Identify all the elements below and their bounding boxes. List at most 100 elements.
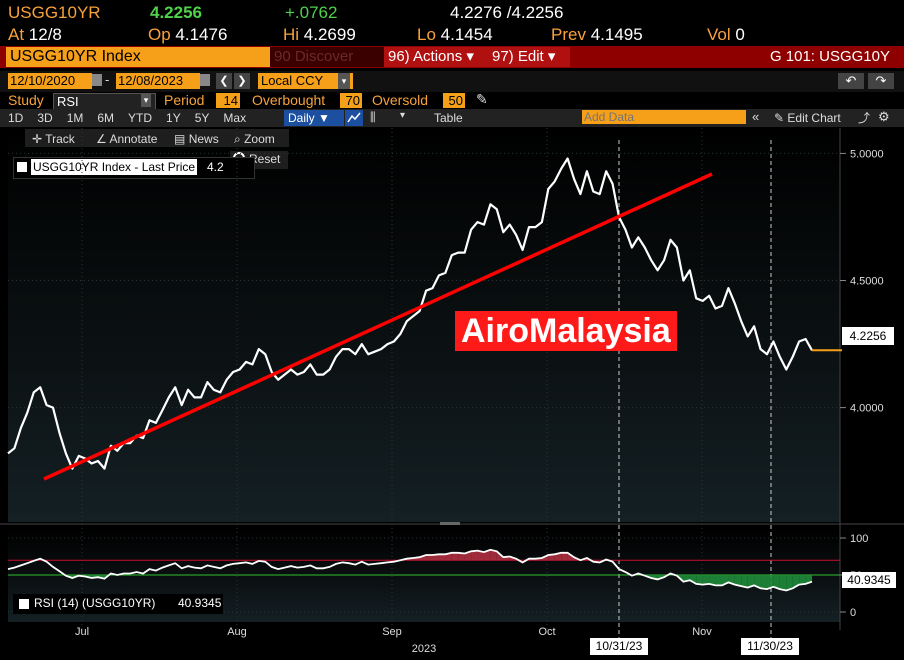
- price-legend[interactable]: USGG10YR Index - Last Price 4.2: [13, 157, 255, 179]
- marker-date-label: 10/31/23: [590, 638, 648, 655]
- edit-chart-label: Edit Chart: [787, 111, 841, 125]
- price-series-line: [7, 157, 813, 470]
- legend-series-name: USGG10YR Index - Last Price: [31, 159, 198, 175]
- panel-resize-handle[interactable]: [440, 522, 460, 525]
- volume-value: 0: [735, 25, 745, 44]
- redo-icon[interactable]: ↷: [868, 73, 894, 89]
- x-tick-label: Sep: [382, 626, 402, 638]
- rsi-oversold-fill: [734, 575, 742, 587]
- rsi-oversold-fill: [786, 575, 793, 591]
- currency-select[interactable]: Local CCY: [258, 73, 353, 89]
- frequency-select[interactable]: Daily ▼: [284, 110, 344, 126]
- add-data-input[interactable]: [582, 110, 746, 124]
- start-date-input[interactable]: 12/10/2020: [8, 73, 92, 89]
- chevron-down-icon[interactable]: ▾: [338, 73, 350, 89]
- rsi-overbought-fill: [477, 550, 484, 561]
- edit-menu[interactable]: 97) Edit ▾: [488, 47, 570, 67]
- function-code: G 101: USGG10Y: [769, 48, 890, 65]
- zoom-button[interactable]: ⌕ Zoom: [234, 131, 275, 147]
- calendar-icon[interactable]: [200, 74, 210, 86]
- news-label: News: [188, 132, 219, 146]
- range-button-6m[interactable]: 6M: [97, 111, 115, 125]
- y-tick-label: 4.0000: [850, 403, 884, 415]
- rsi-legend-value: 40.9345: [178, 596, 222, 610]
- line-chart-icon[interactable]: [345, 110, 363, 126]
- edit-chart-button[interactable]: ✎ Edit Chart: [774, 110, 841, 126]
- overbought-label: Overbought: [252, 92, 326, 108]
- rsi-tick-label: 0: [850, 607, 856, 619]
- news-icon: ▤: [174, 132, 186, 146]
- export-icon[interactable]: ⤴: [858, 111, 871, 125]
- range-button-1y[interactable]: 1Y: [166, 111, 181, 125]
- high-field: Hi 4.2699: [283, 24, 356, 46]
- period-label: Period: [164, 92, 205, 108]
- watermark-banner: AiroMalaysia: [455, 311, 677, 351]
- rsi-tick-label: 100: [850, 533, 868, 545]
- at-time: At 12/8: [8, 24, 62, 46]
- rsi-oversold-fill: [760, 575, 767, 590]
- rsi-overbought-fill: [432, 554, 439, 561]
- security-field[interactable]: USGG10YR Index: [6, 47, 270, 67]
- pencil-icon: ∠: [96, 132, 107, 146]
- rsi-overbought-fill: [438, 554, 446, 561]
- range-button-max[interactable]: Max: [223, 111, 247, 125]
- y-tick-label: 5.0000: [850, 148, 884, 160]
- low-label: Lo: [417, 25, 436, 44]
- x-year-label: 2023: [412, 643, 436, 655]
- x-tick-label: Nov: [692, 626, 712, 638]
- discover-button[interactable]: 90 Discover: [270, 47, 384, 67]
- end-date-input[interactable]: 12/08/2023: [116, 73, 200, 89]
- low-field: Lo 4.1454: [417, 24, 493, 46]
- oversold-input[interactable]: 50: [443, 93, 465, 108]
- range-button-1m[interactable]: 1M: [66, 111, 84, 125]
- range-button-3d[interactable]: 3D: [37, 111, 53, 125]
- range-button-5y[interactable]: 5Y: [194, 111, 210, 125]
- reset-label: Reset: [249, 152, 281, 166]
- ticker-label: USGG10YR: [8, 3, 101, 22]
- actions-menu[interactable]: 96) Actions ▾: [384, 47, 488, 67]
- gear-icon[interactable]: ⚙: [878, 109, 890, 124]
- study-label: Study: [8, 92, 44, 108]
- rsi-oversold-fill: [754, 575, 761, 589]
- volume-field: Vol 0: [707, 24, 745, 46]
- range-button-ytd[interactable]: YTD: [128, 111, 153, 125]
- low-value: 4.1454: [440, 25, 493, 44]
- search-icon: ⌕: [234, 132, 241, 146]
- rsi-overbought-fill: [561, 552, 568, 561]
- rsi-overbought-fill: [426, 555, 433, 561]
- last-rsi-tag: 40.9345: [842, 572, 896, 588]
- open-label: Op: [148, 25, 171, 44]
- next-period-button[interactable]: ❯: [234, 73, 250, 89]
- range-button-1d[interactable]: 1D: [8, 111, 24, 125]
- pencil-icon[interactable]: ✎: [476, 91, 488, 107]
- legend-swatch: [19, 599, 29, 609]
- overbought-input[interactable]: 70: [340, 93, 362, 108]
- annotate-button[interactable]: ∠ Annotate: [96, 131, 157, 147]
- prev-value: 4.1495: [590, 25, 643, 44]
- rsi-legend-name: RSI (14) (USGG10YR): [34, 596, 156, 610]
- period-input[interactable]: 14: [216, 93, 240, 108]
- collapse-icon[interactable]: «: [752, 109, 760, 124]
- chevron-down-icon[interactable]: ▾: [141, 94, 151, 107]
- marker-date-label: 11/30/23: [741, 638, 799, 655]
- quote-row-1: USGG10YR: [8, 2, 101, 24]
- rsi-overbought-fill: [490, 549, 497, 561]
- table-button[interactable]: Table: [434, 111, 463, 125]
- chevron-down-icon[interactable]: ▾: [400, 110, 406, 121]
- rsi-legend[interactable]: RSI (14) (USGG10YR) 40.9345: [13, 594, 223, 614]
- last-price: 4.2256: [150, 3, 202, 22]
- study-value: RSI: [57, 94, 79, 109]
- track-button[interactable]: ✛ Track: [32, 131, 75, 147]
- prev-period-button[interactable]: ❮: [216, 73, 232, 89]
- undo-icon[interactable]: ↶: [838, 73, 864, 89]
- rsi-oversold-fill: [689, 575, 697, 584]
- rsi-oversold-fill: [766, 575, 774, 590]
- news-button[interactable]: ▤ News: [174, 131, 219, 147]
- last-price-tag: 4.2256: [842, 327, 894, 345]
- rsi-oversold-fill: [715, 575, 722, 586]
- rsi-oversold-fill: [741, 575, 748, 588]
- calendar-icon[interactable]: [92, 74, 102, 86]
- bar-chart-icon[interactable]: ⫼: [370, 110, 376, 124]
